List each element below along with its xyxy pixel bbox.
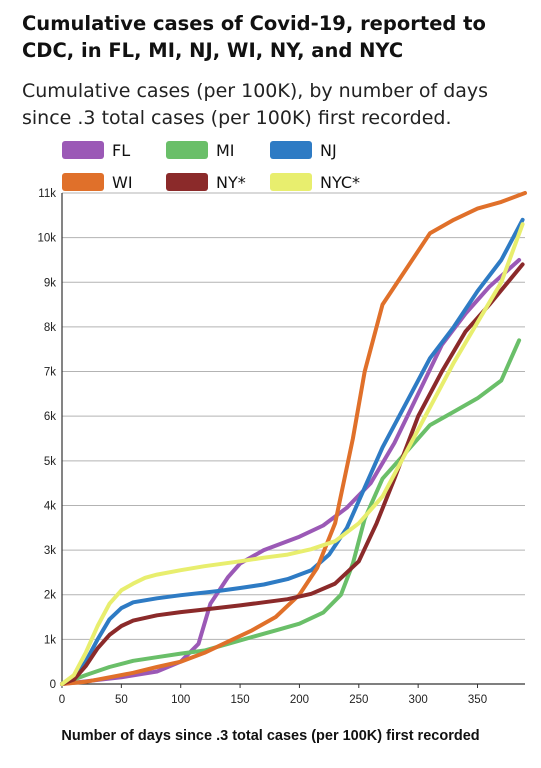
chart-title: Cumulative cases of Covid-19, reported t…: [22, 12, 486, 62]
x-tick-label: 250: [349, 694, 368, 706]
y-tick-label: 10k: [37, 233, 56, 245]
series-line-wi: [60, 191, 527, 686]
legend-label: WI: [112, 173, 133, 192]
tick-labels: 0 1k 2k 3k 4k 5k 6k 7k 8k 9k 10k 11k 0 50 100 150 200 250…: [37, 188, 487, 706]
x-tick-label: 50: [115, 694, 128, 706]
legend-swatch: [166, 141, 208, 159]
x-tick-label: 0: [59, 694, 65, 706]
legend-swatch: [270, 141, 312, 159]
series-line-fl: [60, 258, 522, 686]
legend-swatch: [62, 173, 104, 191]
y-tick-label: 1k: [44, 634, 56, 646]
legend-label: MI: [216, 141, 235, 160]
legend-swatch: [270, 173, 312, 191]
legend: FL MI NJ WI NY* NYC*: [62, 141, 360, 192]
y-tick-label: 5k: [44, 456, 56, 468]
y-tick-label: 4k: [44, 500, 56, 512]
y-tick-label: 8k: [44, 322, 56, 334]
y-tick-label: 11k: [38, 188, 56, 200]
legend-label: NJ: [320, 141, 337, 160]
y-tick-label: 0: [50, 679, 56, 691]
y-tick-label: 2k: [44, 590, 56, 602]
x-tick-label: 150: [230, 694, 249, 706]
x-tick-label: 200: [290, 694, 309, 706]
x-tick-label: 100: [171, 694, 190, 706]
legend-swatch: [166, 173, 208, 191]
y-tick-label: 7k: [44, 367, 56, 379]
y-tick-label: 6k: [44, 411, 56, 423]
series-line-nyc: [60, 222, 525, 686]
legend-swatch: [62, 141, 104, 159]
legend-label: FL: [112, 141, 130, 160]
x-tick-label: 300: [409, 694, 428, 706]
x-tick-label: 350: [468, 694, 487, 706]
y-tick-label: 3k: [44, 545, 56, 557]
series-lines: [60, 191, 527, 686]
gridlines: [62, 192, 525, 640]
y-tick-label: 9k: [44, 277, 56, 289]
x-axis-label: Number of days since .3 total cases (per…: [61, 728, 480, 744]
axes: [61, 193, 525, 685]
legend-label: NYC*: [320, 173, 360, 192]
legend-label: NY*: [216, 173, 246, 192]
series-line-ny: [60, 262, 525, 686]
series-line-mi: [60, 338, 522, 686]
chart-subtitle: Cumulative cases (per 100K), by number o…: [22, 80, 489, 129]
series-line-nj: [60, 217, 525, 686]
